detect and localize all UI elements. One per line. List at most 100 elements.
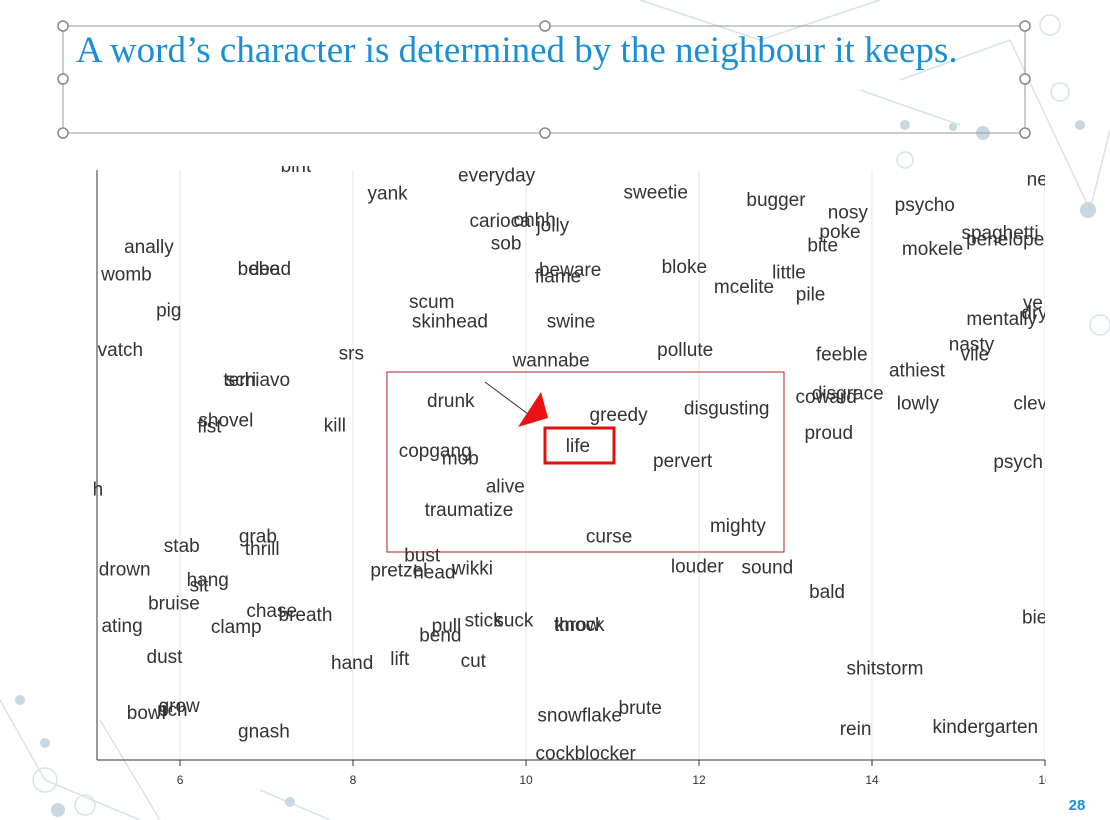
word-point: throw (554, 615, 601, 636)
word-point: sob (491, 234, 522, 255)
word-point: swine (547, 311, 596, 332)
word-point: bugger (746, 190, 806, 211)
word-point: brute (619, 698, 662, 719)
x-tick-label: 14 (865, 773, 879, 787)
word-point: fist (197, 417, 222, 438)
word-point: nasty (949, 335, 995, 356)
word-point: ating (101, 616, 142, 637)
word-point: sound (741, 557, 793, 578)
word-point: disgrace (812, 384, 884, 405)
word-point: mentally (966, 309, 1037, 330)
grid (179, 170, 1045, 760)
word-point: grow (159, 696, 200, 717)
word-point: mob (442, 449, 479, 470)
word-point: mighty (710, 516, 766, 537)
title-box: A word’s character is determined by the … (76, 30, 958, 71)
word-point: beware (539, 260, 601, 281)
word-point: wannabe (512, 351, 590, 372)
word-point: mcelite (714, 277, 774, 298)
word-point: bust (404, 546, 441, 567)
word-point: yank (368, 184, 409, 205)
x-tick-label: 6 (177, 773, 184, 787)
word-point: disgusting (684, 399, 770, 420)
word-point: hand (331, 653, 373, 674)
word-point: dust (147, 647, 184, 668)
word-point: rich (157, 700, 188, 721)
arrow-head (518, 392, 548, 427)
word-point: skinhead (412, 311, 488, 332)
word-point: gnash (238, 721, 290, 742)
word-point: scum (409, 292, 454, 313)
word-point: rein (840, 719, 872, 740)
word-point: cockblocker (536, 744, 637, 765)
word-point: pretzel (370, 561, 427, 582)
word-point: little (772, 262, 806, 283)
word-point: womb (100, 264, 152, 285)
word-point: lift (390, 649, 410, 670)
word-point: dead (249, 259, 291, 280)
word-point: thrill (245, 539, 280, 560)
word-point: shitstorm (846, 658, 923, 679)
word-point: clev (1013, 393, 1047, 414)
arrow-line (484, 381, 529, 415)
word-point: hang (187, 570, 229, 591)
word-point: vatch (98, 340, 143, 361)
word-point: pervert (653, 451, 713, 472)
word-point: feeble (816, 344, 868, 365)
word-point: wikki (451, 558, 493, 579)
word-point: sweetie (624, 182, 688, 203)
word-point: breath (279, 605, 333, 626)
word-point: proud (804, 423, 853, 444)
word-point: cut (461, 651, 487, 672)
word-point: kindergarten (933, 717, 1039, 738)
word-point: psycho (895, 195, 955, 216)
slide-title: A word’s character is determined by the … (76, 30, 958, 71)
focus-word-box (543, 426, 616, 465)
word-point: drown (99, 559, 151, 580)
word-point: srs (339, 343, 364, 364)
word-point: chase (246, 601, 297, 622)
word-point: head (413, 563, 455, 584)
word-point: h (93, 480, 104, 501)
word-point: grab (239, 526, 277, 547)
word-point: pile (796, 285, 826, 306)
word-point: bite (807, 236, 838, 257)
word-point: stick (465, 611, 504, 632)
word-point: pig (156, 301, 181, 322)
plot-area: 6 8 10 12 14 16 bint everyday yank sweetie bugger n… (93, 156, 1052, 787)
x-tick-label: 16 (1038, 773, 1052, 787)
word-point: dry (1021, 303, 1048, 324)
word-point: bloke (662, 257, 707, 278)
page-number: 28 (1069, 797, 1086, 814)
word-point: anally (124, 237, 174, 258)
x-tick-label: 12 (692, 773, 706, 787)
word-point: drunk (427, 391, 475, 412)
word-point: bowl (127, 703, 166, 724)
word-point: stab (164, 536, 200, 557)
selection-handles[interactable] (57, 20, 1031, 139)
x-tick-label: 8 (350, 773, 357, 787)
word-point: life (566, 436, 590, 457)
word-point: mokele (902, 239, 963, 260)
words: bint everyday yank sweetie bugger nosy psycho n… (93, 156, 1048, 765)
word-point: traumatize (425, 500, 514, 521)
word-point: schiavo (226, 370, 290, 391)
word-point: jolly (535, 215, 569, 236)
word-point: pollute (657, 340, 713, 361)
x-tick-label: 10 (519, 773, 533, 787)
word-point: bruise (148, 594, 200, 615)
word-point: bend (419, 625, 461, 646)
word-point: spaghetti (961, 223, 1038, 244)
word-point: coward (796, 387, 857, 408)
word-point: snowflake (537, 705, 622, 726)
word-point: greedy (590, 405, 649, 426)
word-point: psych (993, 452, 1043, 473)
word-point: bint (281, 156, 312, 177)
word-point: carioca (469, 211, 531, 232)
word-point: athiest (889, 360, 946, 381)
word-point: pull (432, 616, 462, 637)
word-point: nosy (828, 203, 869, 224)
word-point: penelope (966, 229, 1044, 250)
